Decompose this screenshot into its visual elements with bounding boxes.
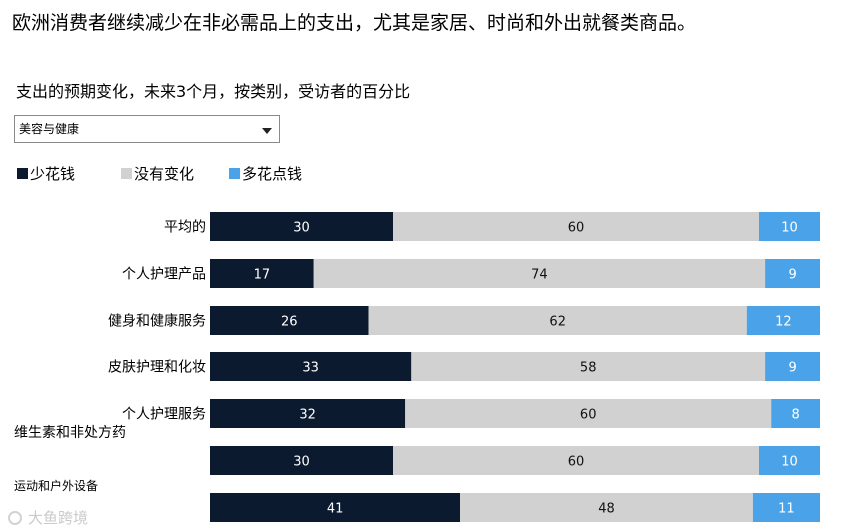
category-label: 个人护理服务 [122, 407, 206, 423]
category-label: 皮肤护理和化妆 [108, 360, 206, 376]
category-label: 健身和健康服务 [108, 313, 206, 330]
data-label: 33 [302, 361, 319, 376]
legend-item-spend-less: 少花钱 [17, 163, 75, 184]
legend-swatch-spend-more [229, 168, 240, 179]
bar-segment [210, 399, 406, 428]
data-label: 9 [788, 268, 796, 283]
category-label: 维生素和非处方药 [14, 425, 126, 441]
watermark-text: 大鱼跨境 [28, 509, 89, 527]
bar-segment [411, 352, 766, 381]
data-label: 26 [281, 315, 298, 330]
data-label: 60 [568, 221, 585, 236]
bar-segment [313, 259, 766, 288]
data-label: 9 [788, 361, 796, 376]
category-dropdown[interactable]: 美容与健康 [14, 115, 280, 143]
bar-segment [765, 352, 820, 381]
watermark-logo-icon [8, 511, 22, 525]
data-label: 60 [568, 455, 585, 470]
data-label: 62 [549, 315, 566, 330]
bar-segment [771, 399, 820, 428]
bar-segment [393, 446, 759, 475]
legend-label-spend-more: 多花点钱 [242, 165, 303, 183]
bar-segment [210, 446, 393, 475]
data-label: 74 [531, 268, 548, 283]
data-label: 32 [299, 408, 316, 423]
bar-segment [393, 212, 759, 241]
bar-segment [460, 493, 753, 522]
data-label: 30 [293, 455, 310, 470]
data-label: 41 [327, 502, 344, 517]
bar-segment [405, 399, 772, 428]
category-label: 运动和户外设备 [14, 478, 98, 493]
bar-segment [368, 306, 747, 335]
chart-subtitle: 支出的预期变化，未来3个月，按类别，受访者的百分比 [16, 82, 411, 101]
chart-title: 欧洲消费者继续减少在非必需品上的支出，尤其是家居、时尚和外出就餐类商品。 [12, 12, 697, 34]
data-label: 12 [775, 315, 792, 330]
bar-segment [210, 352, 412, 381]
data-label: 30 [293, 221, 310, 236]
legend-item-spend-more: 多花点钱 [229, 163, 302, 184]
data-label: 17 [254, 268, 271, 283]
data-label: 11 [778, 502, 795, 517]
legend-swatch-no-change [121, 168, 132, 179]
legend-swatch-spend-less [17, 168, 28, 179]
data-label: 48 [598, 502, 615, 517]
bar-segment [759, 212, 820, 241]
bar-segment [752, 493, 820, 522]
data-label: 10 [781, 221, 798, 236]
bar-segment [210, 212, 393, 241]
bar-segment [210, 306, 369, 335]
legend-label-spend-less: 少花钱 [30, 165, 76, 183]
data-label: 60 [580, 408, 597, 423]
legend-label-no-change: 没有变化 [134, 165, 195, 183]
data-label: 58 [580, 361, 597, 376]
watermark: 大鱼跨境 [8, 507, 88, 528]
category-label: 个人护理产品 [122, 267, 206, 283]
bar-segment [759, 446, 820, 475]
bar-segment [765, 259, 820, 288]
bar-segment [210, 259, 314, 288]
data-label: 8 [791, 408, 799, 423]
data-label: 10 [781, 455, 798, 470]
chevron-down-icon [262, 128, 272, 134]
category-label: 平均的 [164, 220, 206, 236]
category-dropdown-value: 美容与健康 [19, 122, 80, 136]
bar-segment [746, 306, 820, 335]
legend-item-no-change: 没有变化 [121, 163, 194, 184]
bar-segment [210, 493, 461, 522]
